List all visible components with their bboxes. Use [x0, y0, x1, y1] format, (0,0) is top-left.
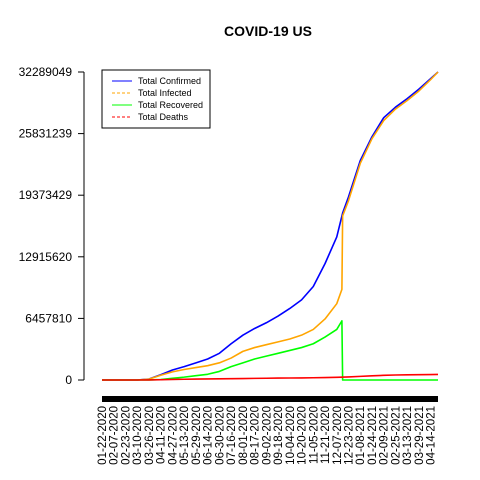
series-line-total-infected: [102, 71, 439, 381]
x-axis: 01-22-2020 02-07-2020 02-23-2020 03-10-2020…: [97, 396, 438, 465]
x-tick-label: 03-26-2020: [144, 406, 156, 465]
x-tick-label: 07-16-2020: [226, 406, 238, 465]
x-tick-label: 02-23-2020: [120, 406, 132, 465]
x-tick-label: 09-18-2020: [273, 406, 285, 465]
x-tick-label: 02-09-2021: [379, 406, 391, 465]
y-tick-label: 25831239: [19, 127, 73, 141]
x-tick-label: 01-22-2020: [97, 406, 109, 465]
legend-label-total-infected: Total Infected: [138, 88, 192, 98]
y-tick-label: 19373429: [19, 188, 73, 202]
series-line-total-recovered: [102, 320, 438, 381]
x-tick-label: 05-13-2020: [179, 406, 191, 465]
x-tick-label: 04-14-2021: [426, 406, 438, 465]
y-tick-label: 12915620: [19, 250, 73, 264]
legend-box: [101, 69, 211, 129]
y-tick-label: 6457810: [25, 311, 72, 325]
legend-label-total-confirmed: Total Confirmed: [138, 76, 201, 86]
legend-label-total-recovered: Total Recovered: [138, 100, 203, 110]
y-axis: 0 6457810 12915620 19373429 25831239 32289049: [19, 65, 85, 387]
x-tick-label: 01-08-2021: [355, 406, 367, 465]
x-tick-label: 01-24-2021: [367, 406, 379, 465]
x-tick-label: 11-21-2020: [320, 406, 332, 464]
series-group: [102, 71, 439, 381]
x-tick-label: 05-29-2020: [191, 406, 203, 465]
series-line-total-deaths: [102, 373, 439, 381]
x-tick-label: 10-04-2020: [285, 406, 297, 465]
x-tick-label: 03-10-2020: [132, 406, 144, 465]
y-tick-label: 0: [65, 373, 72, 387]
x-axis-tick-band: [102, 396, 438, 402]
y-tick-label: 32289049: [19, 65, 73, 79]
x-tick-label: 08-17-2020: [250, 406, 262, 465]
x-tick-label: 04-27-2020: [167, 406, 179, 465]
x-tick-label: 08-01-2020: [238, 406, 250, 465]
chart-title: COVID-19 US: [224, 23, 312, 39]
x-tick-label: 10-20-2020: [297, 406, 309, 465]
legend: Total Confirmed Total Infected Total Recov…: [101, 69, 211, 129]
x-tick-label: 12-07-2020: [332, 406, 344, 465]
x-tick-label: 09-02-2020: [261, 406, 273, 465]
x-tick-label: 03-13-2021: [402, 406, 414, 465]
x-tick-label: 02-07-2020: [109, 406, 121, 465]
legend-label-total-deaths: Total Deaths: [138, 112, 189, 122]
x-tick-label: 12-23-2020: [343, 406, 355, 465]
x-tick-label: 11-05-2020: [308, 406, 320, 464]
x-tick-label: 03-29-2021: [414, 406, 426, 465]
x-tick-label: 04-11-2020: [156, 406, 168, 464]
x-tick-label: 06-30-2020: [214, 406, 226, 465]
x-tick-label: 06-14-2020: [203, 406, 215, 465]
x-tick-label: 02-25-2021: [390, 406, 402, 465]
